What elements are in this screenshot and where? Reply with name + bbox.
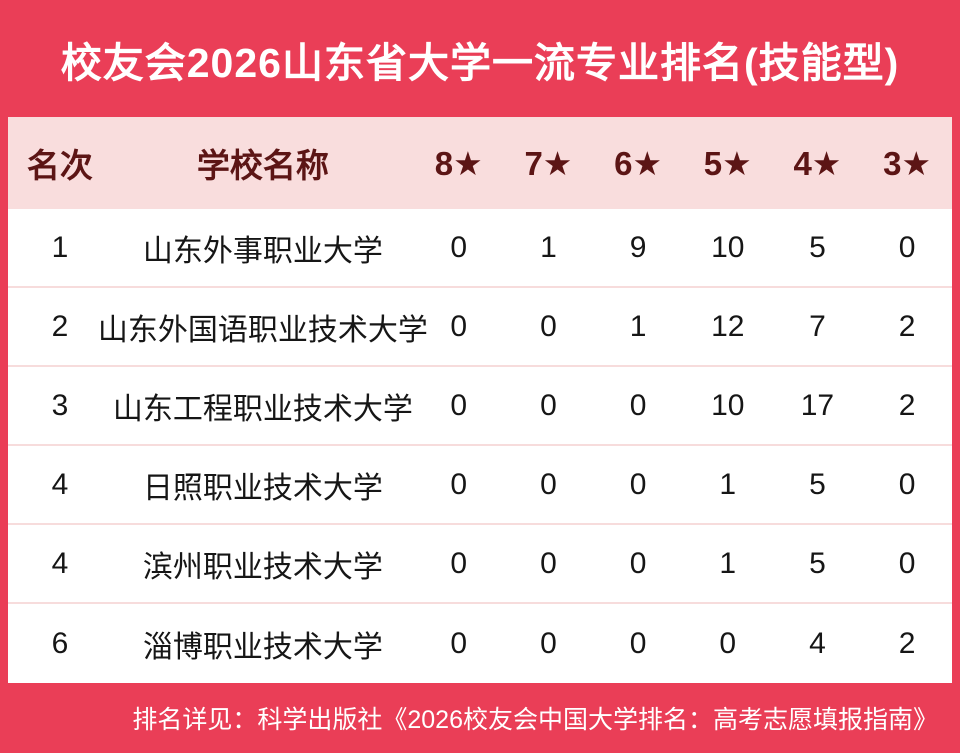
star-count-cell: 0 [450,546,468,580]
star-count-cell: 17 [800,388,835,422]
star-count-cell: 2 [898,309,916,343]
star-count-cell: 1 [540,230,557,264]
star-count-cell: 1 [719,467,737,501]
table-header-row: 名次 学校名称 8★ 7★ 6★ 5★ 4★ 3★ [8,117,952,209]
star-count-cell: 0 [898,467,916,501]
star-count-cell: 0 [540,388,557,422]
star-count-cell: 7 [809,309,826,343]
rank-cell: 4 [51,546,69,580]
rank-cell: 3 [51,388,69,422]
school-name-cell: 山东工程职业技术大学 [112,392,413,426]
rank-cell: 1 [51,230,69,264]
star-count-cell: 0 [540,309,557,343]
header-cell-8-star: 8★ [434,144,483,182]
header-cell-5-star: 5★ [703,144,752,182]
star-count-cell: 10 [711,388,745,422]
star-count-cell: 5 [809,230,826,264]
table-body: 1 山东外事职业大学 0 1 9 10 5 0 2 山东外国语职业技术大学 0 … [8,209,952,683]
star-count-cell: 1 [629,309,647,343]
rank-cell: 6 [51,626,69,660]
school-name-cell: 日照职业技术大学 [142,471,383,505]
star-count-cell: 0 [540,626,557,660]
star-count-cell: 0 [450,626,468,660]
star-count-cell: 0 [898,230,916,264]
star-count-cell: 0 [450,388,468,422]
school-name-cell: 滨州职业技术大学 [142,550,383,584]
table-row: 4 日照职业技术大学 0 0 0 1 5 0 [8,446,952,525]
star-count-cell: 0 [629,626,647,660]
footer: 排名详见：科学出版社《2026校友会中国大学排名：高考志愿填报指南》 [0,683,960,753]
star-count-cell: 9 [629,230,647,264]
star-count-cell: 12 [711,309,745,343]
star-count-cell: 2 [898,388,916,422]
header-cell-school: 学校名称 [196,147,329,184]
rank-cell: 2 [51,309,69,343]
star-count-cell: 0 [450,230,468,264]
star-count-cell: 10 [711,230,745,264]
footer-source-note: 排名详见：科学出版社《2026校友会中国大学排名：高考志愿填报指南》 [132,706,938,734]
star-count-cell: 0 [898,546,916,580]
star-count-cell: 0 [719,626,737,660]
star-count-cell: 0 [540,546,557,580]
table-row: 1 山东外事职业大学 0 1 9 10 5 0 [8,209,952,288]
star-count-cell: 0 [450,309,468,343]
star-count-cell: 0 [450,467,468,501]
ranking-table: 名次 学校名称 8★ 7★ 6★ 5★ 4★ 3★ 1 山东外事职业大学 0 1… [8,117,952,683]
star-count-cell: 1 [719,546,737,580]
star-count-cell: 5 [809,467,826,501]
school-name-cell: 山东外事职业大学 [142,234,383,268]
star-count-cell: 5 [809,546,826,580]
table-row: 6 淄博职业技术大学 0 0 0 0 4 2 [8,604,952,683]
header-cell-rank: 名次 [26,147,93,184]
star-count-cell: 0 [540,467,557,501]
school-name-cell: 山东外国语职业技术大学 [97,313,428,347]
school-name-cell: 淄博职业技术大学 [142,630,383,664]
rank-cell: 4 [51,467,69,501]
header-cell-7-star: 7★ [524,144,573,182]
table-row: 2 山东外国语职业技术大学 0 0 1 12 7 2 [8,288,952,367]
title-bar: 校友会2026山东省大学一流专业排名(技能型) [0,0,960,117]
header-cell-6-star: 6★ [614,144,663,182]
table-row: 4 滨州职业技术大学 0 0 0 1 5 0 [8,525,952,604]
page-title: 校友会2026山东省大学一流专业排名(技能型) [60,39,900,86]
header-cell-4-star: 4★ [793,144,842,182]
star-count-cell: 4 [809,626,826,660]
header-cell-3-star: 3★ [883,144,932,182]
star-count-cell: 0 [629,388,647,422]
star-count-cell: 2 [898,626,916,660]
star-count-cell: 0 [629,467,647,501]
star-count-cell: 0 [629,546,647,580]
table-row: 3 山东工程职业技术大学 0 0 0 10 17 2 [8,367,952,446]
